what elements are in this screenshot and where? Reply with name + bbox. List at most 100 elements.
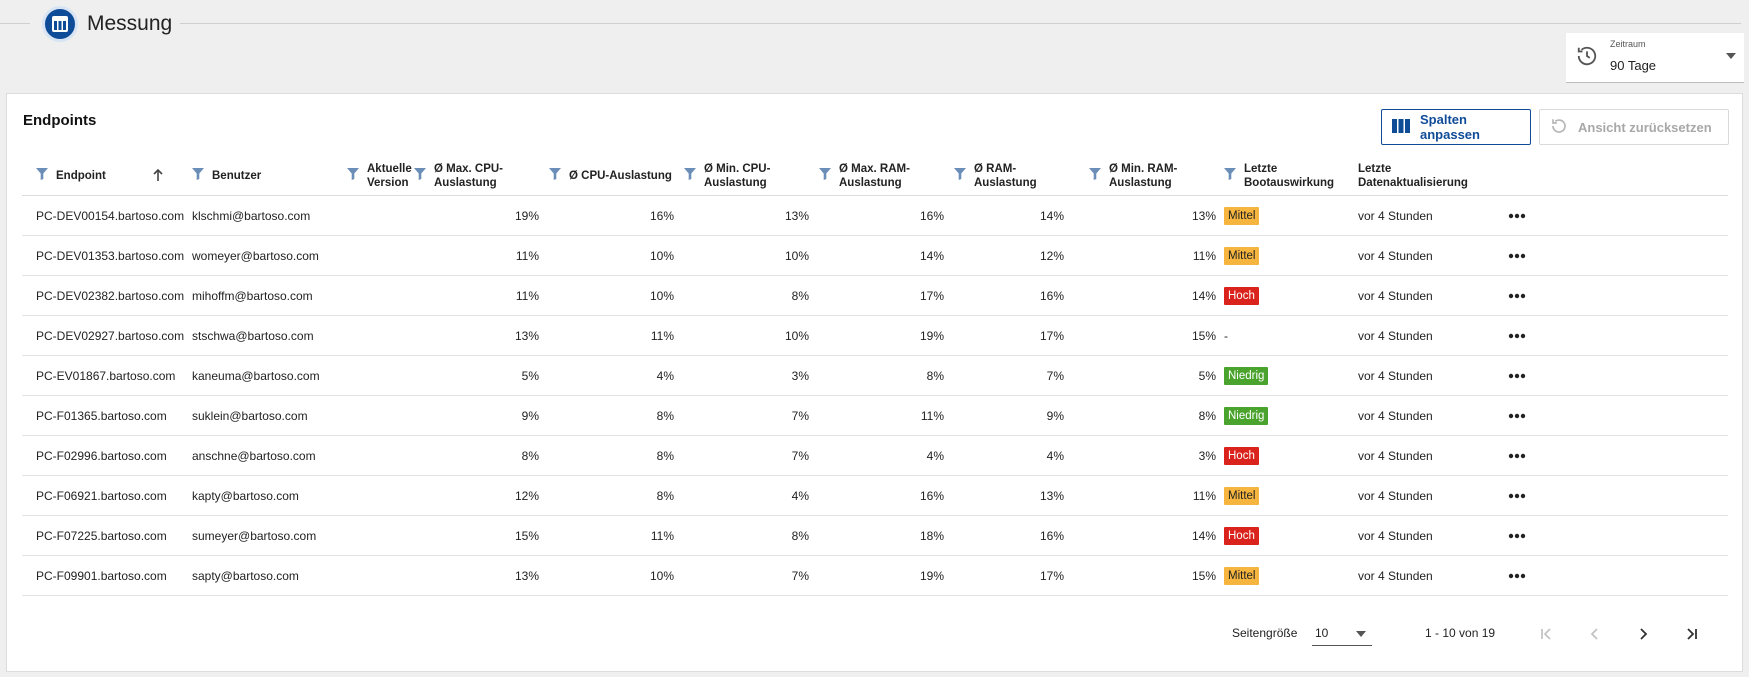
table-row[interactable]: PC-F02996.bartoso.com anschne@bartoso.com… [22,436,1728,476]
cell-max_ram: 18% [919,529,944,543]
cell-min_cpu: 10% [784,249,809,263]
more-horizontal-icon[interactable] [1508,316,1534,356]
cell-min_ram: 13% [1191,209,1216,223]
column-header-label: Ø Max. CPU-Auslastung [434,163,504,189]
sort-ascending-icon[interactable] [152,168,164,185]
cell-user: mihoffm@bartoso.com [192,289,313,303]
next-page-button[interactable] [1633,624,1653,644]
cell-updated: vor 4 Stunden [1358,209,1433,223]
cell-min_cpu: 7% [791,409,809,423]
chevron-down-icon [1726,53,1736,59]
cell-max_ram: 16% [919,489,944,503]
previous-page-button[interactable] [1585,624,1605,644]
first-page-button[interactable] [1537,624,1557,644]
last-page-button[interactable] [1681,624,1701,644]
filter-icon[interactable] [954,168,966,184]
filter-icon[interactable] [1089,168,1101,184]
cell-max_ram: 19% [919,329,944,343]
history-icon [1576,45,1598,70]
boot-impact-badge: Mittel [1224,567,1260,585]
boot-impact-badge: Niedrig [1224,367,1269,385]
column-header-max_ram[interactable]: Ø Max. RAM-Auslastung [819,156,944,196]
table-row[interactable]: PC-F07225.bartoso.com sumeyer@bartoso.com… [22,516,1728,556]
column-header-cpu[interactable]: Ø CPU-Auslastung [549,156,674,196]
filter-icon[interactable] [347,168,359,184]
filter-icon[interactable] [36,168,48,184]
more-horizontal-icon[interactable] [1508,556,1534,596]
more-horizontal-icon[interactable] [1508,196,1534,236]
column-header-min_cpu[interactable]: Ø Min. CPU-Auslastung [684,156,809,196]
cell-updated: vor 4 Stunden [1358,569,1433,583]
cell-max_cpu: 11% [515,289,539,303]
filter-icon[interactable] [684,168,696,184]
filter-icon[interactable] [819,168,831,184]
column-header-endpoint[interactable]: Endpoint [36,156,126,196]
card-title: Endpoints [23,112,97,129]
table-row[interactable]: PC-DEV02382.bartoso.com mihoffm@bartoso.c… [22,276,1728,316]
more-horizontal-icon[interactable] [1508,476,1534,516]
column-header-label: Aktuelle Version [367,163,412,189]
column-header-boot[interactable]: Letzte Bootauswirkung [1224,156,1344,196]
page-size-select[interactable]: 10 [1312,620,1372,646]
cell-max_ram: 8% [926,369,944,383]
customize-columns-button[interactable]: Spalten anpassen [1381,109,1531,145]
cell-min_ram: 11% [1192,249,1216,263]
cell-ram: 13% [1039,489,1064,503]
cell-min_ram: 14% [1191,529,1216,543]
column-header-label: Ø CPU-Auslastung [569,170,672,182]
table-row[interactable]: PC-F06921.bartoso.com kapty@bartoso.com 12… [22,476,1728,516]
cell-ram: 17% [1039,329,1064,343]
cell-endpoint: PC-F06921.bartoso.com [36,489,167,503]
cell-endpoint: PC-EV01867.bartoso.com [36,369,176,383]
table-header: Endpoint Benutzer Aktuelle Version Ø Max. C… [22,156,1728,196]
cell-ram: 16% [1039,289,1064,303]
column-header-version[interactable]: Aktuelle Version [347,156,412,196]
more-horizontal-icon[interactable] [1508,516,1534,556]
cell-ram: 12% [1039,249,1064,263]
column-header-label: Letzte Bootauswirkung [1244,163,1335,189]
column-header-updated[interactable]: Letzte Datenaktualisierung [1358,156,1478,196]
table-row[interactable]: PC-F01365.bartoso.com suklein@bartoso.com… [22,396,1728,436]
table-row[interactable]: PC-EV01867.bartoso.com kaneuma@bartoso.co… [22,356,1728,396]
filter-icon[interactable] [1224,168,1236,184]
customize-columns-label: Spalten anpassen [1420,112,1480,142]
reset-icon [1550,117,1568,138]
more-horizontal-icon[interactable] [1508,436,1534,476]
table-row[interactable]: PC-F09901.bartoso.com sapty@bartoso.com 13… [22,556,1728,596]
cell-user: stschwa@bartoso.com [192,329,314,343]
cell-user: kaneuma@bartoso.com [192,369,320,383]
more-horizontal-icon[interactable] [1508,356,1534,396]
more-horizontal-icon[interactable] [1508,396,1534,436]
cell-cpu: 4% [656,369,674,383]
endpoints-card: Endpoints Spalten anpassen Ansicht zurüc… [6,93,1743,672]
period-select[interactable]: Zeitraum 90 Tage [1566,33,1744,83]
table-row[interactable]: PC-DEV02927.bartoso.com stschwa@bartoso.c… [22,316,1728,356]
column-header-label: Letzte Datenaktualisierung [1358,163,1468,189]
endpoints-table: Endpoint Benutzer Aktuelle Version Ø Max. C… [22,156,1728,596]
cell-cpu: 8% [656,489,674,503]
cell-min_cpu: 4% [791,489,809,503]
table-row[interactable]: PC-DEV01353.bartoso.com womeyer@bartoso.c… [22,236,1728,276]
cell-min_cpu: 7% [791,569,809,583]
column-header-user[interactable]: Benutzer [192,156,342,196]
cell-max_ram: 17% [919,289,944,303]
cell-min_ram: 14% [1191,289,1216,303]
more-horizontal-icon[interactable] [1508,276,1534,316]
filter-icon[interactable] [549,168,561,184]
column-header-label: Ø Min. RAM-Auslastung [1109,163,1178,189]
measurement-app-icon [42,6,78,42]
cell-max_cpu: 13% [514,569,539,583]
filter-icon[interactable] [192,168,204,184]
column-header-min_ram[interactable]: Ø Min. RAM-Auslastung [1089,156,1216,196]
table-row[interactable]: PC-DEV00154.bartoso.com klschmi@bartoso.c… [22,196,1728,236]
boot-impact-badge: Hoch [1224,527,1259,545]
reset-view-button[interactable]: Ansicht zurücksetzen [1539,109,1729,145]
filter-icon[interactable] [414,168,426,184]
boot-impact-badge: Hoch [1224,287,1259,305]
cell-ram: 14% [1039,209,1064,223]
column-header-ram[interactable]: Ø RAM-Auslastung [954,156,1064,196]
cell-cpu: 11% [650,529,674,543]
header-divider-left [0,23,30,24]
column-header-max_cpu[interactable]: Ø Max. CPU-Auslastung [414,156,539,196]
more-horizontal-icon[interactable] [1508,236,1534,276]
